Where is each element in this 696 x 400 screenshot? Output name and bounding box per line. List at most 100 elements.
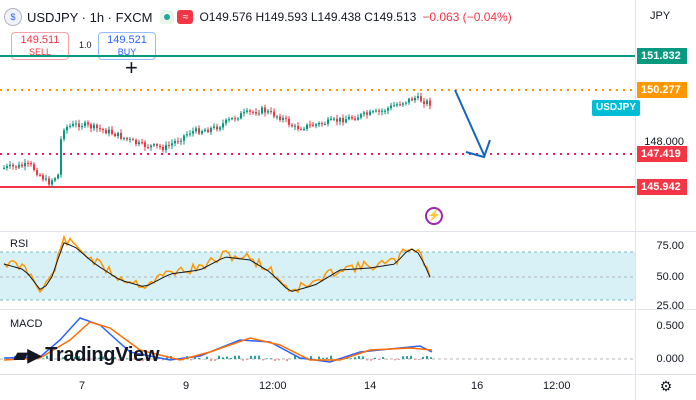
candle-body — [387, 108, 389, 111]
buy-label: BUY — [117, 47, 137, 57]
candle-body — [186, 134, 188, 136]
candle-body — [252, 111, 254, 113]
macd-histogram-bar — [422, 356, 424, 359]
candle-body — [249, 110, 251, 112]
rsi-band — [0, 252, 635, 300]
candle-body — [417, 96, 419, 98]
candle-body — [258, 113, 260, 115]
macd-histogram-bar — [218, 355, 220, 359]
candle-body — [57, 174, 59, 179]
candle-body — [201, 131, 203, 134]
macd-histogram-bar — [318, 356, 320, 359]
candle-body — [114, 133, 116, 137]
settings-gear-icon[interactable]: ⚙ — [659, 378, 673, 394]
candle-body — [372, 111, 374, 113]
rsi-title[interactable]: RSI — [10, 238, 29, 250]
candle-body — [54, 178, 56, 181]
currency-selector[interactable]: JPY — [650, 10, 671, 22]
macd-histogram-bar — [58, 357, 60, 359]
macd-histogram-bar — [70, 356, 72, 359]
macd-histogram-bar — [82, 359, 84, 361]
macd-histogram-bar — [406, 356, 408, 359]
candle-body — [174, 141, 176, 144]
macd-histogram-bar — [198, 357, 200, 359]
symbol-header[interactable]: $ USDJPY · 1h · FXCM ≈ O149.576 H149.593… — [4, 6, 512, 28]
candle-body — [375, 110, 377, 112]
market-status-icon[interactable] — [160, 10, 175, 24]
macd-histogram-bar — [350, 358, 352, 359]
ohlc-values: O149.576 H149.593 L149.438 C149.513 — [199, 10, 417, 24]
macd-histogram-bar — [122, 357, 124, 359]
candle-body — [276, 116, 278, 118]
time-label-9: 9 — [183, 380, 190, 392]
candle-body — [51, 180, 53, 185]
candle-body — [90, 124, 92, 129]
tradingview-logo[interactable]: ▰▶ TradingView — [14, 344, 160, 367]
candle-body — [408, 98, 410, 103]
candle-body — [147, 147, 149, 149]
time-label-14: 14 — [364, 380, 377, 392]
tradingview-logo-text: TradingView — [45, 344, 160, 366]
macd-histogram-bar — [402, 356, 404, 359]
macd-histogram-bar — [126, 358, 128, 359]
macd-histogram-bar — [246, 359, 248, 361]
macd-histogram-bar — [326, 357, 328, 359]
candle-body — [321, 123, 323, 125]
candle-body — [267, 111, 269, 113]
pane-divider-rsi[interactable] — [0, 231, 696, 232]
candle-body — [363, 112, 365, 115]
candle-body — [246, 110, 248, 112]
candle-body — [312, 124, 314, 126]
macd-tick-0000: 0.000 — [656, 353, 684, 365]
candle-body — [423, 101, 425, 104]
data-feed-icon[interactable]: ≈ — [177, 10, 194, 24]
macd-histogram-bar — [266, 358, 268, 359]
candle-body — [420, 96, 422, 102]
candle-body — [195, 128, 197, 132]
candle-body — [162, 147, 164, 151]
pane-divider-macd[interactable] — [0, 309, 696, 310]
currency-flag-icon: $ — [4, 8, 22, 26]
candle-body — [150, 145, 152, 148]
candle-body — [324, 123, 326, 125]
price-candles — [3, 92, 431, 188]
spread-value: 1.0 — [79, 40, 92, 50]
candle-body — [15, 166, 17, 168]
sell-label: SELL — [28, 47, 52, 57]
candle-body — [117, 132, 119, 137]
candle-body — [132, 139, 134, 141]
symbol-title[interactable]: USDJPY · 1h · FXCM — [27, 9, 153, 25]
macd-histogram-bar — [382, 357, 384, 359]
lightning-event-icon[interactable]: ⚡ — [425, 207, 443, 225]
candle-body — [159, 145, 161, 148]
candle-body — [285, 117, 287, 119]
macd-histogram-bar — [78, 356, 80, 359]
candle-body — [204, 129, 206, 132]
candle-body — [345, 119, 347, 123]
forecast-arrow[interactable] — [454, 89, 491, 159]
level-tag-147: 147.419 — [637, 146, 687, 162]
macd-histogram-bar — [430, 357, 432, 359]
macd-histogram-bar — [210, 359, 212, 362]
candle-body — [192, 131, 194, 134]
macd-title[interactable]: MACD — [10, 318, 43, 330]
level-tag-150: 150.277 — [637, 82, 687, 98]
macd-histogram-bar — [86, 359, 88, 360]
candle-body — [213, 126, 215, 128]
candle-body — [141, 142, 143, 144]
candle-body — [225, 119, 227, 124]
macd-histogram-bar — [62, 357, 64, 359]
candle-body — [255, 111, 257, 114]
macd-histogram-bar — [410, 355, 412, 359]
candle-body — [351, 117, 353, 119]
candle-body — [21, 164, 23, 167]
candle-body — [93, 124, 95, 129]
candle-body — [105, 129, 107, 134]
candle-body — [30, 162, 32, 165]
candle-body — [297, 125, 299, 130]
candle-body — [6, 166, 8, 168]
macd-histogram-bar — [162, 359, 164, 361]
candle-body — [333, 118, 335, 120]
